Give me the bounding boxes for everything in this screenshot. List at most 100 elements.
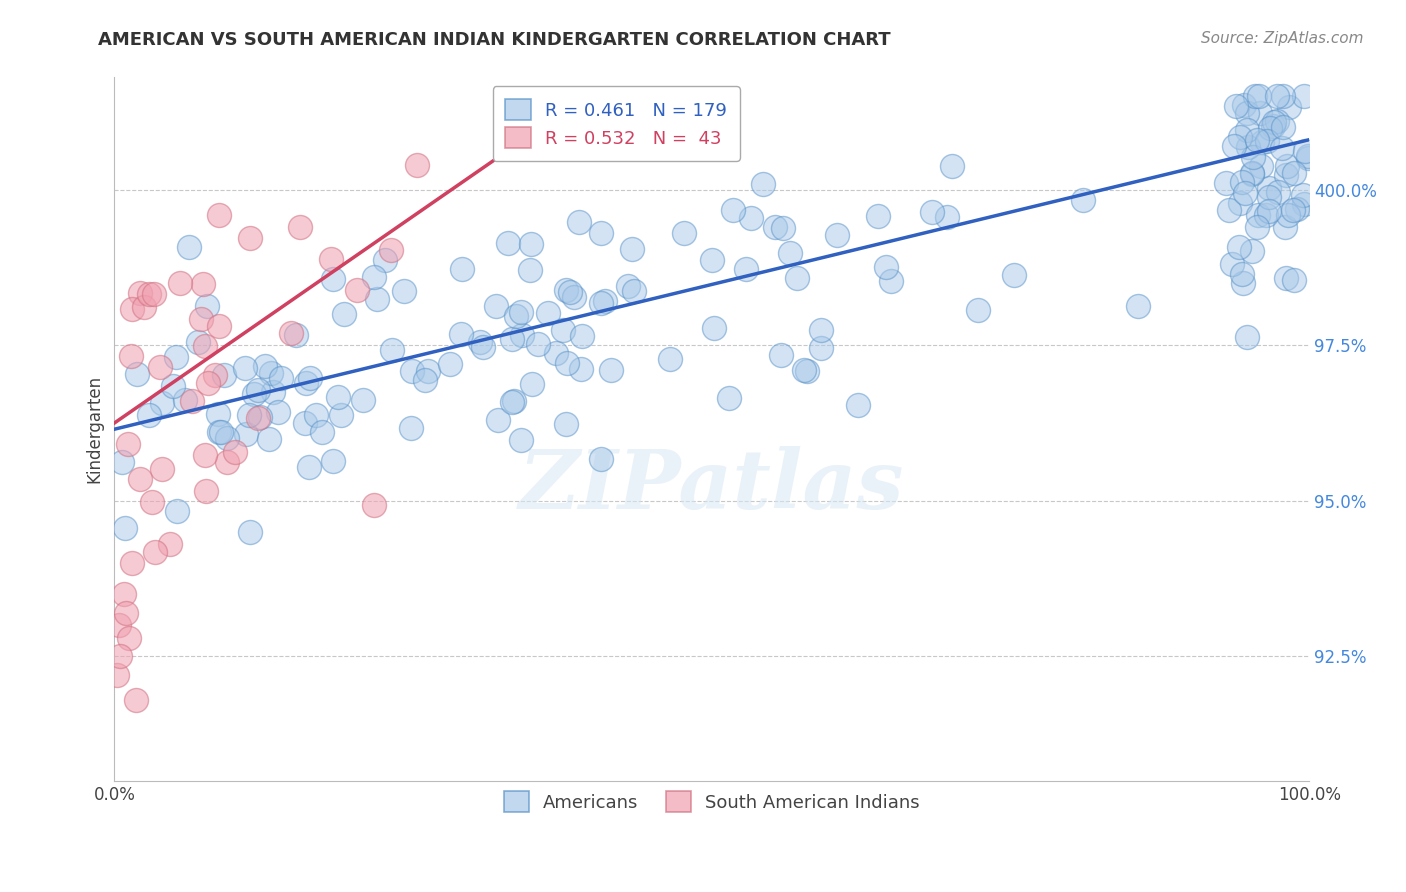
- Point: [326, 390, 349, 404]
- Point: [194, 448, 217, 462]
- Point: [174, 392, 197, 407]
- Point: [555, 355, 578, 369]
- Point: [181, 394, 204, 409]
- Point: [166, 504, 188, 518]
- Point: [239, 524, 262, 539]
- Point: [1282, 166, 1305, 180]
- Point: [1275, 159, 1298, 173]
- Point: [718, 391, 741, 405]
- Point: [1277, 208, 1299, 222]
- Point: [941, 159, 963, 173]
- Point: [209, 425, 232, 439]
- Point: [1294, 89, 1316, 103]
- Point: [1227, 240, 1250, 254]
- Point: [519, 262, 541, 277]
- Point: [112, 587, 135, 601]
- Point: [617, 279, 640, 293]
- Point: [162, 379, 184, 393]
- Point: [1223, 138, 1246, 153]
- Point: [224, 445, 246, 459]
- Point: [1236, 106, 1258, 120]
- Point: [406, 158, 429, 172]
- Point: [239, 230, 262, 244]
- Point: [118, 631, 141, 645]
- Point: [363, 270, 385, 285]
- Point: [207, 407, 229, 421]
- Point: [150, 462, 173, 476]
- Point: [439, 358, 461, 372]
- Point: [700, 252, 723, 267]
- Point: [703, 321, 725, 335]
- Point: [1250, 159, 1272, 173]
- Point: [589, 452, 612, 467]
- Point: [179, 240, 201, 254]
- Point: [1292, 188, 1315, 202]
- Point: [1271, 120, 1294, 134]
- Point: [810, 323, 832, 337]
- Point: [560, 285, 582, 300]
- Point: [1225, 99, 1247, 113]
- Point: [374, 252, 396, 267]
- Point: [233, 361, 256, 376]
- Point: [1249, 106, 1271, 120]
- Point: [520, 377, 543, 392]
- Point: [510, 305, 533, 319]
- Point: [150, 396, 173, 410]
- Point: [1274, 168, 1296, 182]
- Point: [451, 261, 474, 276]
- Point: [125, 368, 148, 382]
- Point: [472, 340, 495, 354]
- Point: [1296, 151, 1319, 165]
- Point: [1296, 149, 1319, 163]
- Point: [544, 345, 567, 359]
- Point: [257, 432, 280, 446]
- Point: [501, 332, 523, 346]
- Point: [208, 425, 231, 439]
- Point: [1286, 202, 1309, 216]
- Point: [1232, 268, 1254, 282]
- Point: [138, 408, 160, 422]
- Point: [786, 271, 808, 285]
- Point: [569, 362, 592, 376]
- Point: [242, 386, 264, 401]
- Point: [1281, 203, 1303, 218]
- Point: [595, 293, 617, 308]
- Point: [247, 384, 270, 398]
- Point: [772, 221, 794, 235]
- Point: [280, 326, 302, 340]
- Point: [108, 618, 131, 632]
- Point: [392, 284, 415, 298]
- Y-axis label: Kindergarten: Kindergarten: [86, 376, 103, 483]
- Legend: Americans, South American Indians: Americans, South American Indians: [491, 779, 932, 825]
- Point: [470, 335, 492, 350]
- Point: [1234, 186, 1257, 201]
- Point: [1258, 190, 1281, 204]
- Point: [1256, 134, 1278, 148]
- Point: [846, 398, 869, 412]
- Point: [413, 373, 436, 387]
- Point: [366, 292, 388, 306]
- Point: [262, 384, 284, 399]
- Point: [270, 370, 292, 384]
- Point: [501, 394, 523, 409]
- Point: [319, 252, 342, 267]
- Point: [1071, 193, 1094, 207]
- Point: [416, 364, 439, 378]
- Point: [399, 421, 422, 435]
- Point: [129, 285, 152, 300]
- Point: [967, 303, 990, 318]
- Point: [505, 309, 527, 323]
- Point: [868, 209, 890, 223]
- Point: [510, 433, 533, 447]
- Point: [330, 408, 353, 422]
- Point: [527, 336, 550, 351]
- Point: [879, 274, 901, 288]
- Point: [503, 393, 526, 408]
- Point: [114, 520, 136, 534]
- Point: [132, 300, 155, 314]
- Point: [284, 328, 307, 343]
- Point: [734, 262, 756, 277]
- Point: [1220, 256, 1243, 270]
- Point: [190, 312, 212, 326]
- Point: [215, 455, 238, 469]
